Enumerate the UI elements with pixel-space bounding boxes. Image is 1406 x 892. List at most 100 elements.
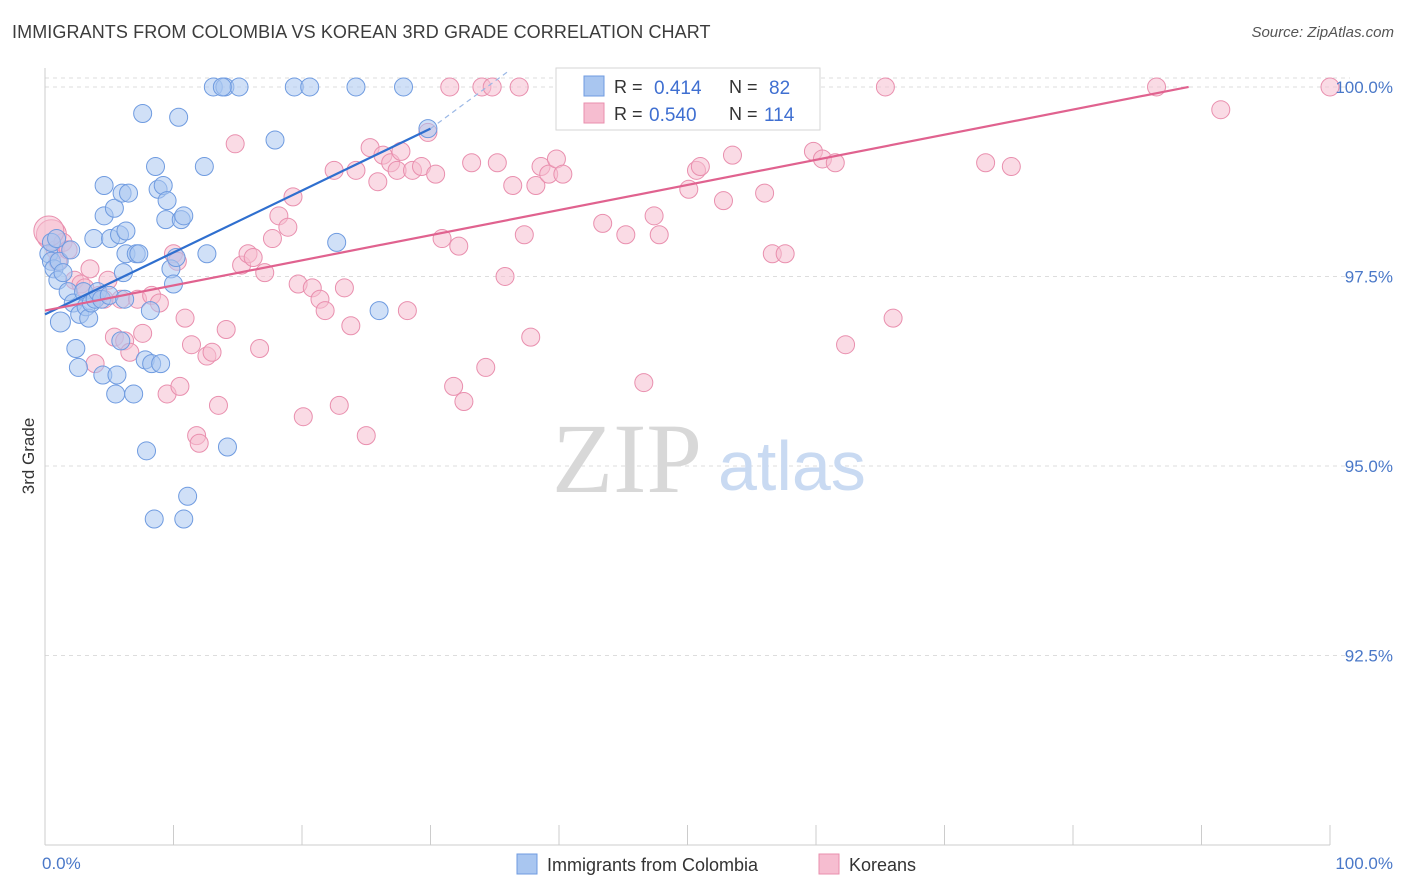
korean-point-72 <box>476 357 496 377</box>
korean-point-94 <box>690 157 710 177</box>
korean-point-112 <box>1320 77 1340 97</box>
colombia-point-71 <box>327 232 347 252</box>
korean-point-67 <box>444 376 464 396</box>
korean-point-66 <box>440 77 460 97</box>
colombia-point-7 <box>49 311 71 333</box>
korean-point-108 <box>976 153 996 173</box>
korean-point-105 <box>836 335 856 355</box>
y-tick-labels: 100.0% 97.5% 95.0% 92.5% <box>1335 78 1393 666</box>
korean-point-8 <box>80 259 100 279</box>
korean-point-86 <box>593 213 613 233</box>
colombia-point-41 <box>129 244 149 264</box>
korean-point-107 <box>883 308 903 328</box>
series-colombia-points <box>39 77 438 529</box>
colombia-point-32 <box>111 331 131 351</box>
stats-legend: R = 0.414 N = 82 R = 0.540 N = 114 <box>555 67 821 131</box>
korean-point-111 <box>1211 100 1231 120</box>
korean-point-28 <box>189 433 209 453</box>
colombia-point-76 <box>212 77 232 97</box>
watermark-zip: ZIP <box>552 403 702 514</box>
colombia-point-38 <box>119 183 139 203</box>
colombia-point-44 <box>137 441 157 461</box>
colombia-point-53 <box>157 191 177 211</box>
korean-point-78 <box>514 225 534 245</box>
colombia-point-73 <box>369 301 389 321</box>
colombia-point-30 <box>107 365 127 385</box>
legend-n-value-koreans: 114 <box>764 105 795 126</box>
x-tick-label-1: 100.0% <box>1335 854 1393 873</box>
korean-point-88 <box>634 373 654 393</box>
korean-point-89 <box>644 206 664 226</box>
korean-point-70 <box>462 153 482 173</box>
colombia-point-48 <box>146 157 166 177</box>
korean-point-98 <box>722 145 742 165</box>
y-tick-label-3: 92.5% <box>1345 646 1393 665</box>
korean-point-79 <box>521 327 541 347</box>
legend-swatch-colombia <box>583 75 605 97</box>
colombia-point-4 <box>47 229 67 249</box>
bottom-legend-label-koreans: Koreans <box>849 855 916 875</box>
korean-point-106 <box>875 77 895 97</box>
korean-point-96 <box>713 191 733 211</box>
colombia-point-10 <box>61 240 81 260</box>
korean-point-75 <box>495 266 515 286</box>
korean-point-104 <box>825 153 845 173</box>
korean-point-51 <box>341 316 361 336</box>
korean-point-18 <box>133 323 153 343</box>
korean-point-41 <box>278 217 298 237</box>
korean-point-26 <box>181 335 201 355</box>
korean-point-30 <box>202 342 222 362</box>
korean-point-32 <box>216 320 236 340</box>
korean-point-80 <box>526 175 546 195</box>
chart-source: Source: ZipAtlas.com <box>1251 24 1394 41</box>
korean-point-49 <box>329 395 349 415</box>
colombia-point-29 <box>106 384 126 404</box>
korean-point-60 <box>397 301 417 321</box>
series-koreans-points <box>33 77 1340 453</box>
x-ticks <box>44 825 1331 845</box>
korean-point-84 <box>553 164 573 184</box>
korean-point-76 <box>503 175 523 195</box>
korean-point-25 <box>175 308 195 328</box>
y-tick-label-1: 97.5% <box>1345 267 1393 286</box>
korean-point-47 <box>315 301 335 321</box>
y-tick-label-0: 100.0% <box>1335 78 1393 97</box>
colombia-point-42 <box>133 103 153 123</box>
colombia-point-24 <box>94 175 114 195</box>
korean-point-87 <box>616 225 636 245</box>
legend-r-value-colombia: 0.414 <box>654 78 702 99</box>
legend-n-value-colombia: 82 <box>769 78 790 99</box>
colombia-point-70 <box>300 77 320 97</box>
colombia-point-39 <box>124 384 144 404</box>
colombia-point-62 <box>194 157 214 177</box>
x-tick-label-0: 0.0% <box>42 854 81 873</box>
colombia-point-59 <box>174 206 194 226</box>
colombia-point-13 <box>68 357 88 377</box>
korean-point-69 <box>454 392 474 412</box>
korean-point-50 <box>334 278 354 298</box>
korean-point-99 <box>755 183 775 203</box>
korean-point-48 <box>324 160 344 180</box>
colombia-point-61 <box>178 486 198 506</box>
colombia-point-12 <box>66 338 86 358</box>
legend-n-label-koreans: N = <box>729 104 758 124</box>
x-tick-labels: 0.0% 100.0% <box>42 854 1393 873</box>
colombia-point-68 <box>265 130 285 150</box>
colombia-trend-line <box>44 127 431 316</box>
watermark-atlas: atlas <box>718 427 866 505</box>
korean-point-73 <box>482 77 502 97</box>
korean-trend-line <box>44 85 1189 312</box>
korean-point-36 <box>243 248 263 268</box>
watermark: ZIP atlas <box>552 403 866 514</box>
colombia-point-75 <box>418 119 438 139</box>
korean-point-53 <box>356 426 376 446</box>
legend-r-value-koreans: 0.540 <box>649 105 697 126</box>
korean-point-24 <box>170 376 190 396</box>
bottom-legend-label-colombia: Immigrants from Colombia <box>547 855 759 875</box>
colombia-point-74 <box>394 77 414 97</box>
bottom-legend-swatch-koreans <box>818 853 840 875</box>
colombia-point-47 <box>144 509 164 529</box>
colombia-point-45 <box>140 301 160 321</box>
colombia-trend-extension <box>430 71 508 130</box>
colombia-point-37 <box>116 221 136 241</box>
